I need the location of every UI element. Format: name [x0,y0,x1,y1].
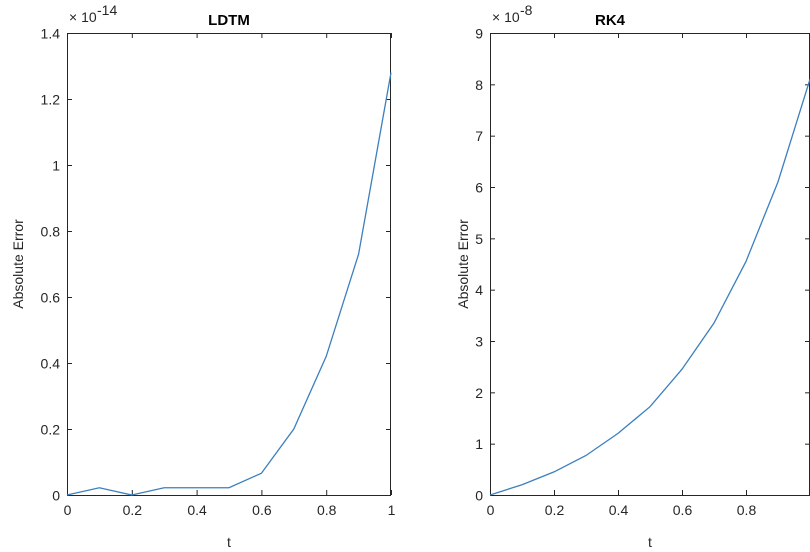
y-axis-label: Absolute Error [455,219,471,309]
y-tick-label: 0 [52,488,60,504]
y-tick-label: 0.2 [41,422,61,438]
axes-box [490,33,810,496]
y-tick-label: 4 [475,282,483,298]
exponent-base: × 10 [69,9,97,25]
exponent-power: -8 [520,2,533,18]
y-tick-label: 5 [475,231,483,247]
x-tick-label: 0.6 [673,502,693,518]
y-tick-label: 8 [475,77,483,93]
axes-box [67,33,391,496]
y-tick-label: 1 [475,436,483,452]
y-tick-label: 0 [475,488,483,504]
data-line [66,72,392,496]
x-tick-label: 0.4 [187,502,207,518]
y-tick-label: 1 [52,158,60,174]
y-tick-label: 0.6 [41,290,61,306]
x-tick-label: 0.8 [317,502,337,518]
y-tick-label: 6 [475,180,483,196]
exponent-base: × 10 [492,9,520,25]
y-axis-label: Absolute Error [10,219,26,309]
y-tick-label: 1.4 [41,26,61,42]
x-tick-label: 0 [487,502,495,518]
y-tick-label: 3 [475,334,483,350]
x-tick-label: 0.2 [123,502,143,518]
y-tick-label: 2 [475,385,483,401]
y-tick-label: 1.2 [41,92,61,108]
x-axis-label: t [648,534,652,550]
x-tick-label: 0 [64,502,72,518]
chart-title: RK4 [595,12,626,29]
x-tick-label: 0.4 [609,502,629,518]
exponent-power: -14 [97,2,117,18]
data-line [489,79,810,496]
y-tick-label: 7 [475,128,483,144]
x-tick-label: 0.6 [252,502,272,518]
x-tick-label: 0.8 [737,502,757,518]
x-tick-label: 0.2 [545,502,565,518]
x-tick-label: 1 [388,502,396,518]
y-tick-label: 0.4 [41,356,61,372]
x-axis-label: t [227,534,231,550]
chart-title: LDTM [208,12,250,29]
y-tick-label: 0.8 [41,224,61,240]
y-tick-label: 9 [475,26,483,42]
